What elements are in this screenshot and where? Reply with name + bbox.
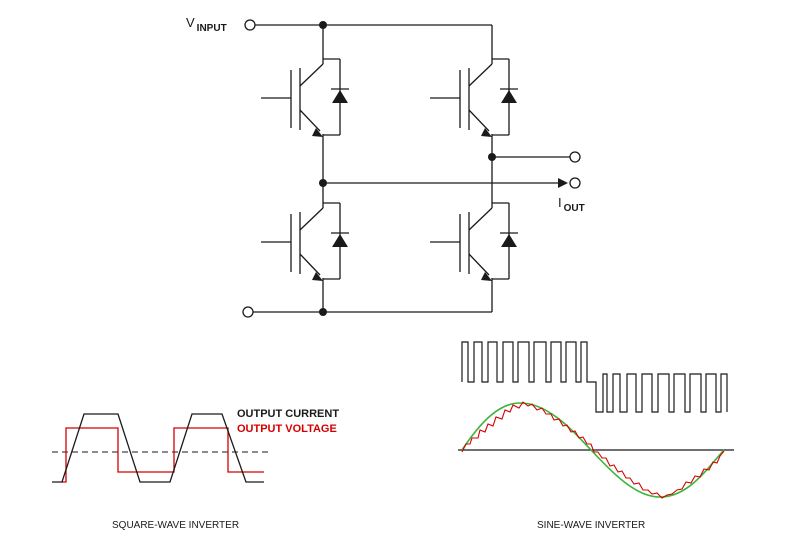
legend-output-current: OUTPUT CURRENT <box>237 408 339 420</box>
output-terminal-iout <box>569 177 581 189</box>
input-terminal-top <box>244 19 256 31</box>
igbt-bottom-right <box>429 199 519 283</box>
square-wave-caption: SQUARE-WAVE INVERTER <box>112 520 239 531</box>
input-terminal-bottom <box>242 306 254 318</box>
junction-dot <box>319 308 327 316</box>
i-out-subscript: OUT <box>564 203 585 214</box>
igbt-bottom-left <box>260 199 350 283</box>
i-out-label: I OUT <box>558 195 585 214</box>
pwm-pulse-train <box>461 341 728 413</box>
v-input-subscript: INPUT <box>197 23 227 34</box>
ideal-sine-curve <box>461 402 725 498</box>
junction-dot <box>319 21 327 29</box>
output-terminal-top <box>569 151 581 163</box>
output-current-wave <box>52 413 264 483</box>
igbt-top-left <box>260 55 350 139</box>
junction-dot <box>319 179 327 187</box>
sine-wave-plot: SINE-WAVE INVERTER <box>458 341 734 531</box>
output-voltage-wave <box>62 427 264 483</box>
sine-wave-caption: SINE-WAVE INVERTER <box>537 520 645 531</box>
legend-output-voltage: OUTPUT VOLTAGE <box>237 423 337 435</box>
igbt-top-right <box>429 55 519 139</box>
stepped-sine-output <box>461 401 725 499</box>
output-arrow <box>558 178 568 188</box>
square-wave-plot: OUTPUT CURRENT OUTPUT VOLTAGE SQUARE-WAV… <box>52 408 339 531</box>
h-bridge-circuit <box>242 19 581 318</box>
v-input-label: V INPUT <box>186 15 227 34</box>
junction-dot <box>488 153 496 161</box>
